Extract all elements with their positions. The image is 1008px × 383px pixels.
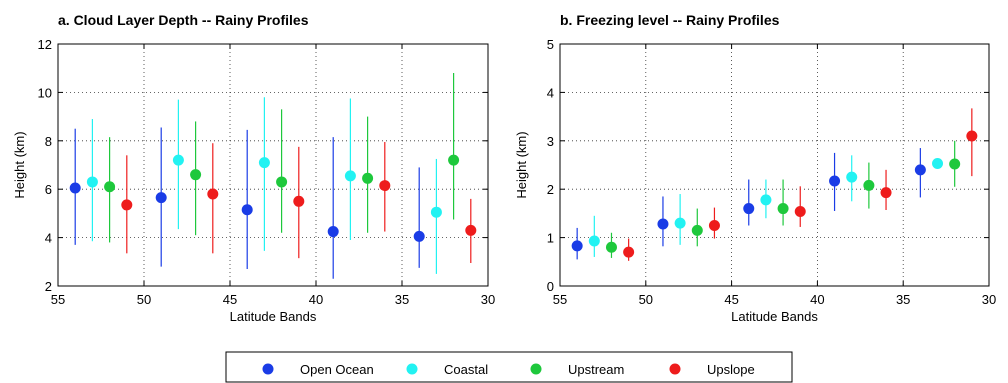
data-point bbox=[448, 154, 460, 166]
data-point bbox=[379, 180, 391, 192]
series-open-ocean bbox=[571, 148, 926, 260]
y-tick-label: 4 bbox=[547, 85, 554, 100]
data-point bbox=[276, 176, 288, 188]
x-tick-label: 50 bbox=[137, 292, 151, 307]
data-point bbox=[777, 203, 789, 215]
data-point bbox=[344, 170, 356, 182]
data-point bbox=[846, 171, 858, 183]
data-point bbox=[743, 203, 755, 215]
data-point bbox=[794, 205, 806, 217]
series-upstream bbox=[605, 140, 961, 258]
data-point bbox=[155, 192, 167, 204]
series-open-ocean bbox=[69, 127, 425, 279]
chart-title: a. Cloud Layer Depth -- Rainy Profiles bbox=[58, 12, 309, 28]
data-point bbox=[829, 175, 841, 187]
data-point bbox=[258, 157, 270, 169]
data-point bbox=[691, 224, 703, 236]
x-tick-label: 45 bbox=[724, 292, 738, 307]
data-point bbox=[69, 182, 81, 194]
y-tick-label: 4 bbox=[45, 231, 52, 246]
data-point bbox=[190, 169, 202, 181]
y-axis-label: Height (km) bbox=[12, 131, 27, 198]
x-tick-label: 30 bbox=[481, 292, 495, 307]
series-coastal bbox=[86, 97, 442, 274]
plot-frame bbox=[57, 43, 489, 287]
y-tick-label: 2 bbox=[45, 279, 52, 294]
y-tick-label: 3 bbox=[547, 134, 554, 149]
data-point bbox=[605, 241, 617, 253]
legend-marker bbox=[530, 363, 542, 375]
data-point bbox=[293, 195, 305, 207]
data-point bbox=[327, 226, 339, 238]
y-tick-label: 6 bbox=[45, 182, 52, 197]
data-point bbox=[966, 130, 978, 142]
x-tick-label: 55 bbox=[51, 292, 65, 307]
x-axis-label: Latitude Bands bbox=[230, 309, 317, 324]
x-tick-label: 35 bbox=[395, 292, 409, 307]
data-point bbox=[413, 230, 425, 242]
data-point bbox=[465, 224, 477, 236]
panel-a: a. Cloud Layer Depth -- Rainy Profiles 55… bbox=[12, 12, 495, 324]
legend-box bbox=[225, 351, 793, 383]
series-upslope bbox=[623, 108, 978, 261]
series-upslope bbox=[121, 142, 477, 264]
legend-label: Upstream bbox=[568, 362, 624, 377]
legend-label: Coastal bbox=[444, 362, 488, 377]
data-point bbox=[760, 194, 772, 206]
data-point bbox=[104, 181, 116, 193]
x-tick-label: 40 bbox=[309, 292, 323, 307]
legend-label: Upslope bbox=[707, 362, 755, 377]
x-axis-label: Latitude Bands bbox=[731, 309, 818, 324]
y-tick-label: 2 bbox=[547, 182, 554, 197]
legend-marker bbox=[669, 363, 681, 375]
chart-title: b. Freezing level -- Rainy Profiles bbox=[560, 12, 780, 28]
data-point bbox=[121, 199, 133, 211]
data-point bbox=[623, 246, 635, 258]
x-tick-label: 35 bbox=[896, 292, 910, 307]
data-point bbox=[430, 206, 442, 218]
data-point bbox=[932, 158, 944, 170]
data-point bbox=[880, 187, 892, 199]
data-point bbox=[172, 154, 184, 166]
x-tick-label: 45 bbox=[223, 292, 237, 307]
data-point bbox=[863, 179, 875, 191]
y-tick-label: 12 bbox=[38, 37, 52, 52]
legend-label: Open Ocean bbox=[300, 362, 374, 377]
data-point bbox=[588, 235, 600, 247]
data-point bbox=[657, 218, 669, 230]
y-tick-label: 5 bbox=[547, 37, 554, 52]
legend: Open Ocean Coastal Upstream Upslope bbox=[225, 351, 793, 383]
x-tick-label: 55 bbox=[553, 292, 567, 307]
data-point bbox=[949, 158, 961, 170]
data-point bbox=[914, 164, 926, 176]
legend-marker bbox=[406, 363, 418, 375]
plot-frame bbox=[559, 43, 990, 287]
y-tick-label: 0 bbox=[547, 279, 554, 294]
data-point bbox=[571, 240, 583, 252]
legend-marker bbox=[262, 363, 274, 375]
y-tick-label: 10 bbox=[38, 85, 52, 100]
x-tick-label: 40 bbox=[810, 292, 824, 307]
data-point bbox=[207, 188, 219, 200]
data-point bbox=[708, 220, 720, 231]
y-tick-label: 8 bbox=[45, 134, 52, 149]
series-coastal bbox=[588, 155, 944, 257]
x-tick-label: 30 bbox=[982, 292, 996, 307]
data-point bbox=[362, 172, 374, 184]
data-point bbox=[86, 176, 98, 188]
x-tick-label: 50 bbox=[639, 292, 653, 307]
data-point bbox=[241, 204, 253, 216]
y-tick-label: 1 bbox=[547, 231, 554, 246]
y-axis-label: Height (km) bbox=[514, 131, 529, 198]
series-upstream bbox=[104, 73, 460, 243]
data-point bbox=[674, 217, 686, 229]
